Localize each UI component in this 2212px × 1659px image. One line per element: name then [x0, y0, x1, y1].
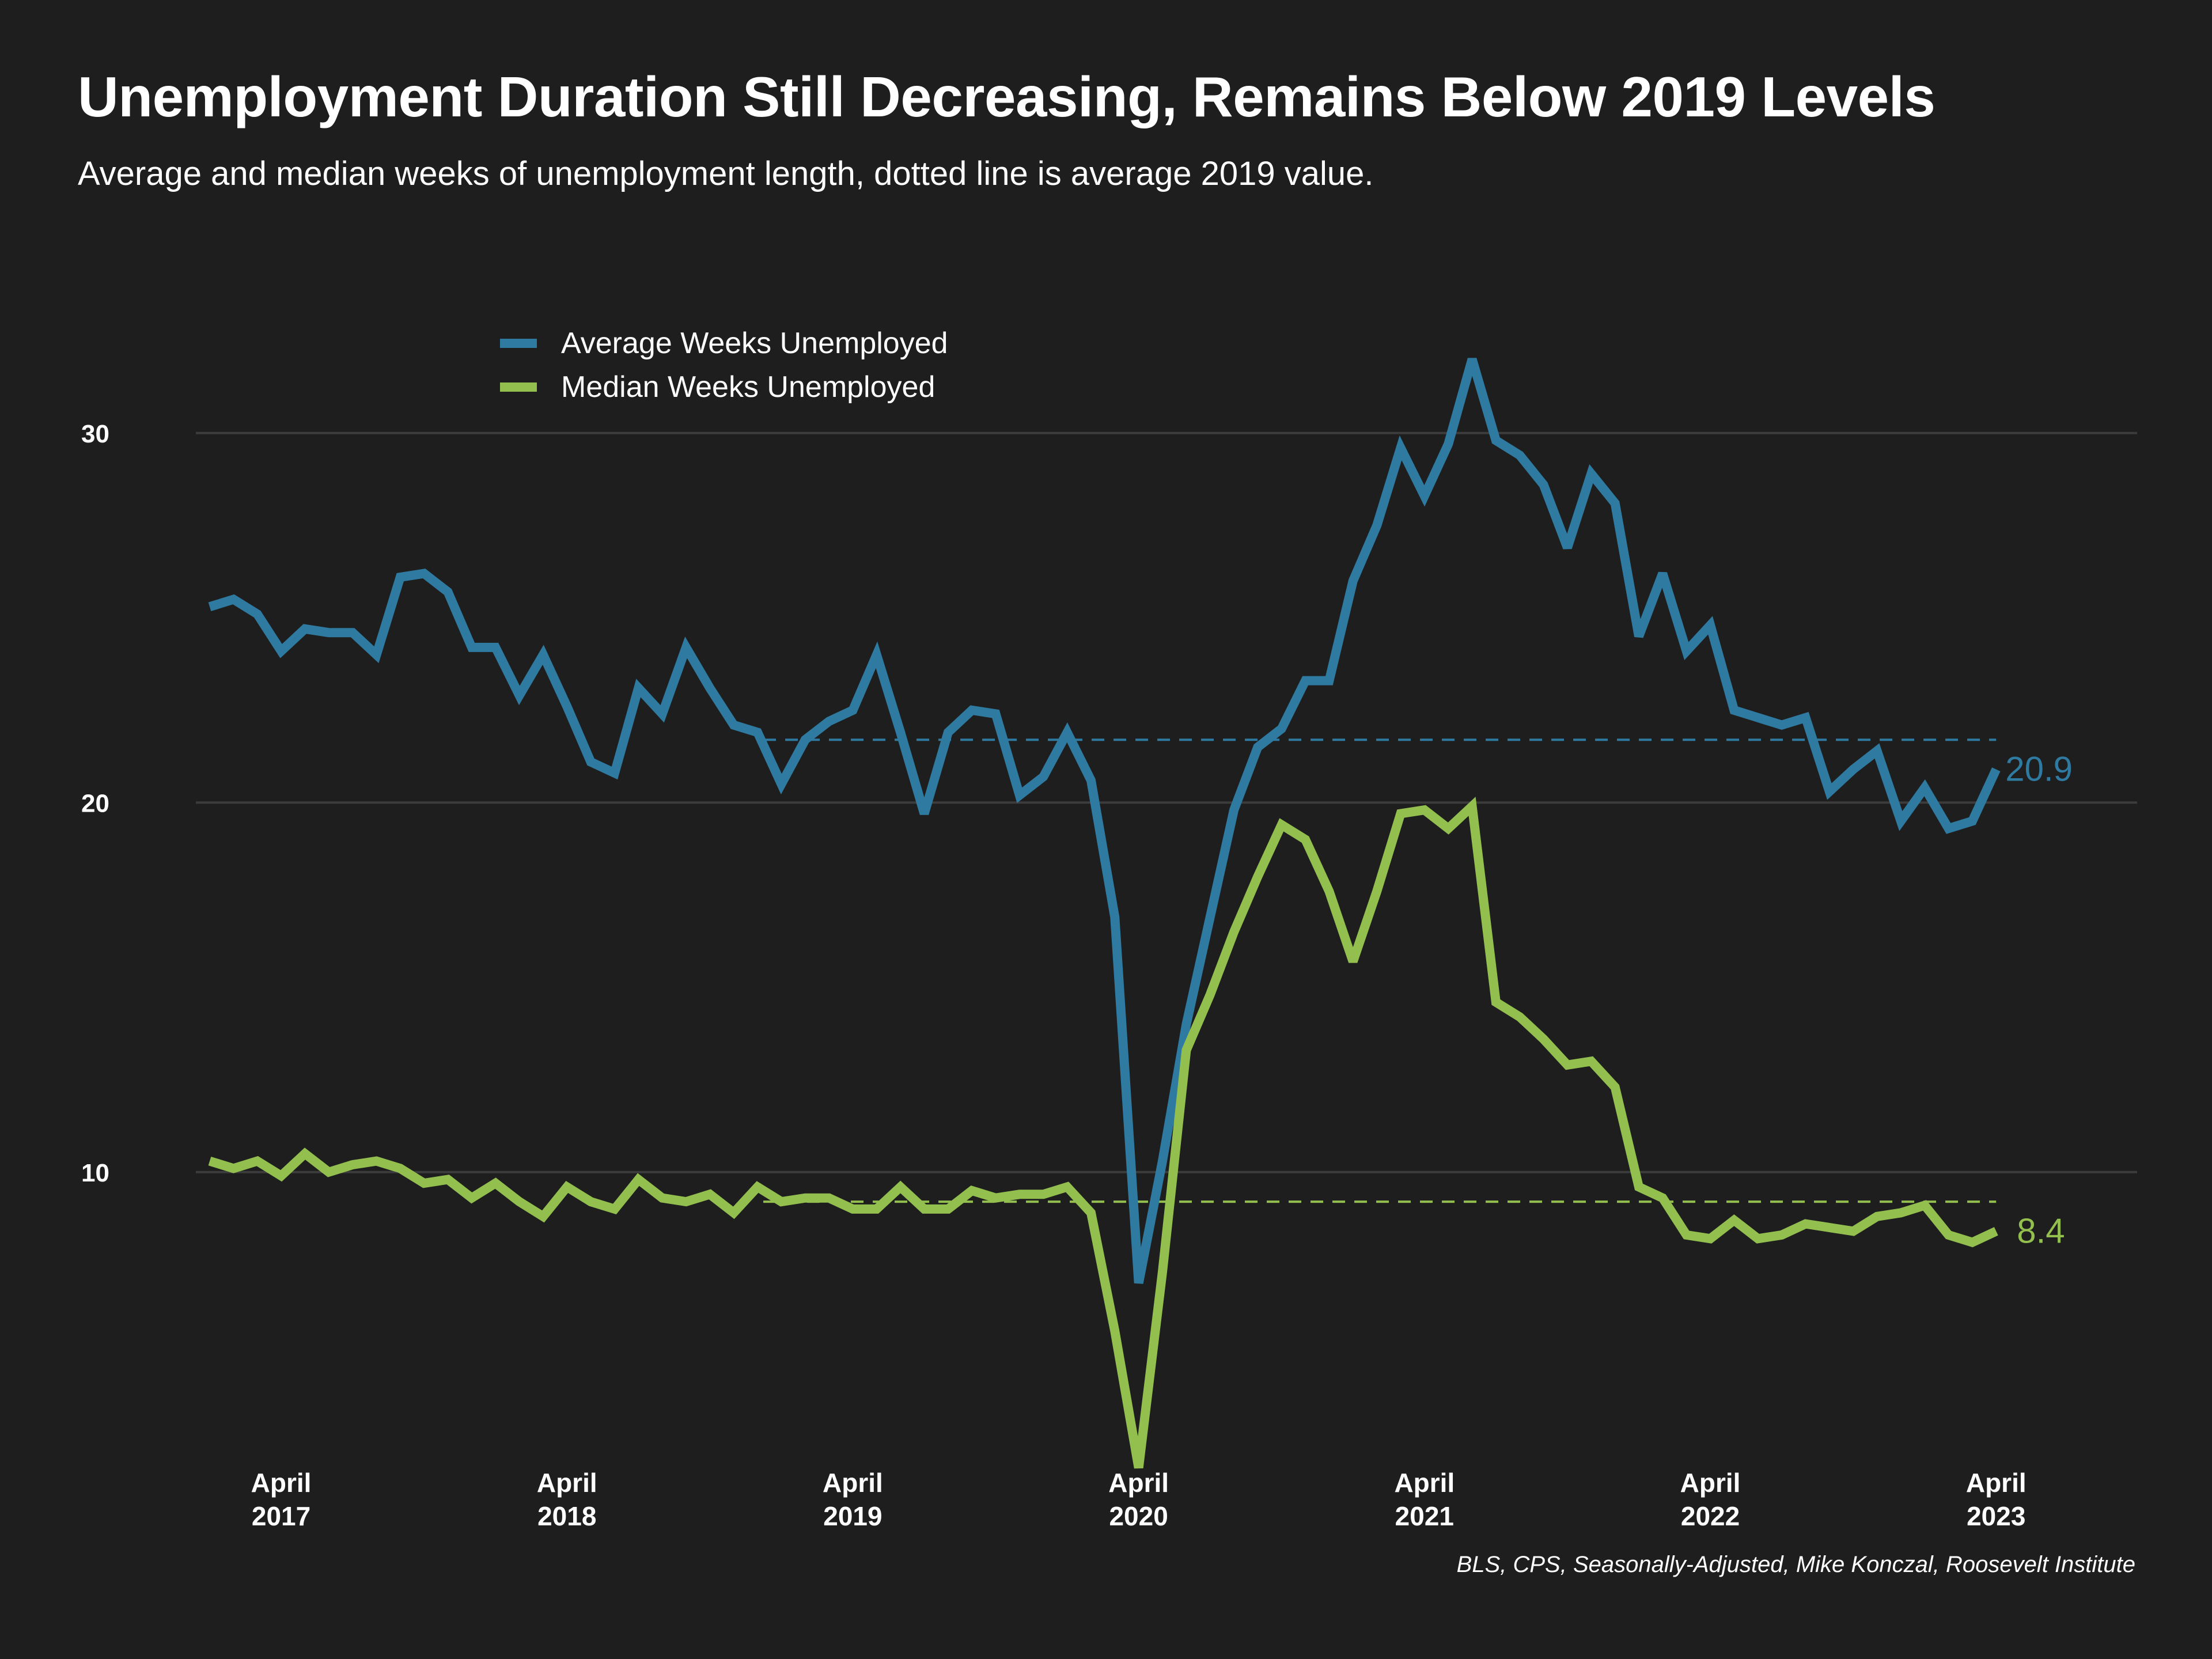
reference-lines — [763, 738, 1997, 1203]
end-label-0: 20.9 — [2005, 750, 2073, 789]
y-tick-label-10: 10 — [81, 1159, 109, 1187]
legend-label-median: Median Weeks Unemployed — [561, 370, 935, 404]
legend-swatch-average — [500, 339, 537, 348]
y-tick-label-30: 30 — [81, 420, 109, 448]
chart-subtitle: Average and median weeks of unemployment… — [78, 155, 1374, 192]
end-labels: 20.9 8.4 — [2005, 750, 2073, 1251]
x-tick-label-2: April 2019 — [823, 1468, 883, 1531]
y-tick-label-20: 20 — [81, 789, 109, 817]
legend-item-median: Median Weeks Unemployed — [500, 365, 948, 409]
series-line-0 — [208, 358, 2001, 1284]
source-note: BLS, CPS, Seasonally-Adjusted, Mike Konc… — [1456, 1552, 2135, 1577]
x-tick-label-6: April 2023 — [1966, 1468, 2027, 1531]
legend-label-average: Average Weeks Unemployed — [561, 327, 948, 360]
chart-title: Unemployment Duration Still Decreasing, … — [78, 65, 1936, 128]
grid-lines — [196, 431, 2137, 1173]
series-line-1 — [208, 797, 1998, 1469]
legend: Average Weeks Unemployed Median Weeks Un… — [500, 321, 948, 409]
x-tick-label-4: April 2021 — [1394, 1468, 1455, 1531]
end-label-1: 8.4 — [2017, 1211, 2065, 1250]
x-tick-label-5: April 2022 — [1680, 1468, 1741, 1531]
x-axis-ticks: April 2017 April 2018 April 2019 April 2020 Apri… — [251, 1468, 2027, 1531]
y-axis-ticks: 10 20 30 — [81, 420, 109, 1187]
x-tick-label-1: April 2018 — [537, 1468, 597, 1531]
legend-swatch-median — [500, 382, 537, 392]
x-tick-label-0: April 2017 — [251, 1468, 312, 1531]
x-tick-label-3: April 2020 — [1108, 1468, 1169, 1531]
series-lines — [208, 358, 2001, 1469]
legend-item-average: Average Weeks Unemployed — [500, 321, 948, 365]
